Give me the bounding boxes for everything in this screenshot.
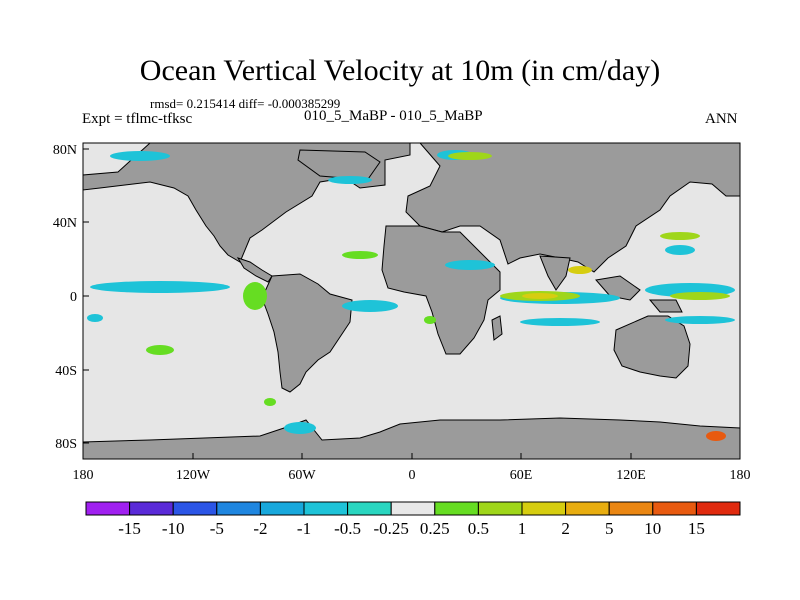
land-madagascar [491, 315, 503, 341]
colorbar-label: 2 [561, 519, 570, 538]
patch-neg-4 [90, 281, 230, 293]
colorbar-swatch [129, 501, 174, 516]
positive-patches [146, 152, 730, 441]
patch-pos-7 [146, 345, 174, 355]
colorbar-swatch [434, 501, 479, 516]
x-axis-ticks [82, 453, 741, 459]
season-label: ANN [705, 111, 738, 127]
x-tick-label: 60W [288, 468, 316, 483]
colorbar-label: 15 [688, 519, 705, 538]
patch-neg-1 [110, 151, 170, 161]
patch-pos-3 [670, 292, 730, 300]
colorbar-label: -10 [162, 519, 185, 538]
patch-neg-8 [520, 318, 600, 326]
patch-pos-12 [424, 316, 436, 324]
land-south-america [261, 273, 353, 393]
patch-neg-10 [665, 245, 695, 255]
colorbar-swatch [216, 501, 261, 516]
colorbar-label: 10 [644, 519, 661, 538]
x-tick-label: 0 [409, 468, 416, 483]
x-tick-label: 180 [73, 468, 94, 483]
colorbar-swatch [565, 501, 610, 516]
y-axis-ticks [83, 148, 89, 444]
patch-neg-7 [342, 300, 398, 312]
x-tick-label: 120E [616, 468, 646, 483]
patch-pos-9 [706, 431, 726, 441]
land-central-america [236, 257, 273, 283]
colorbar-swatch [85, 501, 131, 516]
y-tick-label: 40S [55, 364, 77, 379]
patch-neg-2 [328, 176, 372, 184]
patch-neg-11 [284, 422, 316, 434]
colorbar-swatch [347, 501, 392, 516]
colorbar-swatch [477, 501, 523, 516]
x-tick-label: 120W [176, 468, 211, 483]
colorbar-label: -2 [253, 519, 267, 538]
land-africa [381, 225, 501, 355]
colorbar-swatch [303, 501, 349, 516]
colorbar-label: -1 [297, 519, 311, 538]
colorbar-label: 0.5 [468, 519, 489, 538]
patch-neg-13 [87, 314, 103, 322]
y-tick-label: 0 [70, 290, 77, 305]
colorbar [85, 501, 741, 516]
land-masses [82, 142, 741, 460]
y-tick-label: 40N [53, 216, 77, 231]
colorbar-label: -15 [118, 519, 141, 538]
colorbar-swatch [172, 501, 218, 516]
land-australia [613, 315, 691, 379]
colorbar-label: 0.25 [420, 519, 450, 538]
anomaly-patches [87, 150, 735, 441]
y-tick-label: 80S [55, 437, 77, 452]
colorbar-label: -0.25 [373, 519, 408, 538]
colorbar-swatch [695, 501, 741, 516]
patch-pos-4 [448, 152, 492, 160]
colorbar-swatch [521, 501, 567, 516]
colorbar-swatch [390, 501, 436, 516]
case-label: 010_5_MaBP - 010_5_MaBP [304, 108, 483, 124]
colorbar-swatch [652, 501, 697, 516]
patch-pos-8 [342, 251, 378, 259]
colorbar-label: 5 [605, 519, 614, 538]
colorbar-label: -0.5 [334, 519, 361, 538]
land-new-guinea [648, 299, 683, 313]
x-tick-label: 180 [730, 468, 751, 483]
colorbar-label: -5 [210, 519, 224, 538]
land-indonesia [595, 275, 641, 301]
patch-pos-11 [264, 398, 276, 406]
patch-pos-10 [568, 266, 592, 274]
y-tick-label: 80N [53, 143, 77, 158]
x-tick-label: 60E [510, 468, 533, 483]
patch-pos-5 [660, 232, 700, 240]
plot-title: Ocean Vertical Velocity at 10m (in cm/da… [139, 54, 661, 87]
land-india [539, 255, 571, 291]
patch-pos-2 [522, 293, 558, 299]
patch-pos-6 [243, 282, 267, 310]
colorbar-swatch [259, 501, 305, 516]
patch-neg-9 [665, 316, 735, 324]
colorbar-labels: -15 -10 -5 -2 -1 -0.5 -0.25 0.25 0.5 1 2 5 10 15 [118, 519, 705, 538]
colorbar-swatch [608, 501, 654, 516]
colorbar-label: 1 [518, 519, 527, 538]
stats-line: rmsd= 0.215414 diff= -0.000385299 [150, 96, 341, 111]
experiment-label: Expt = tflmc-tfksc [82, 111, 193, 127]
patch-neg-12 [445, 260, 495, 270]
